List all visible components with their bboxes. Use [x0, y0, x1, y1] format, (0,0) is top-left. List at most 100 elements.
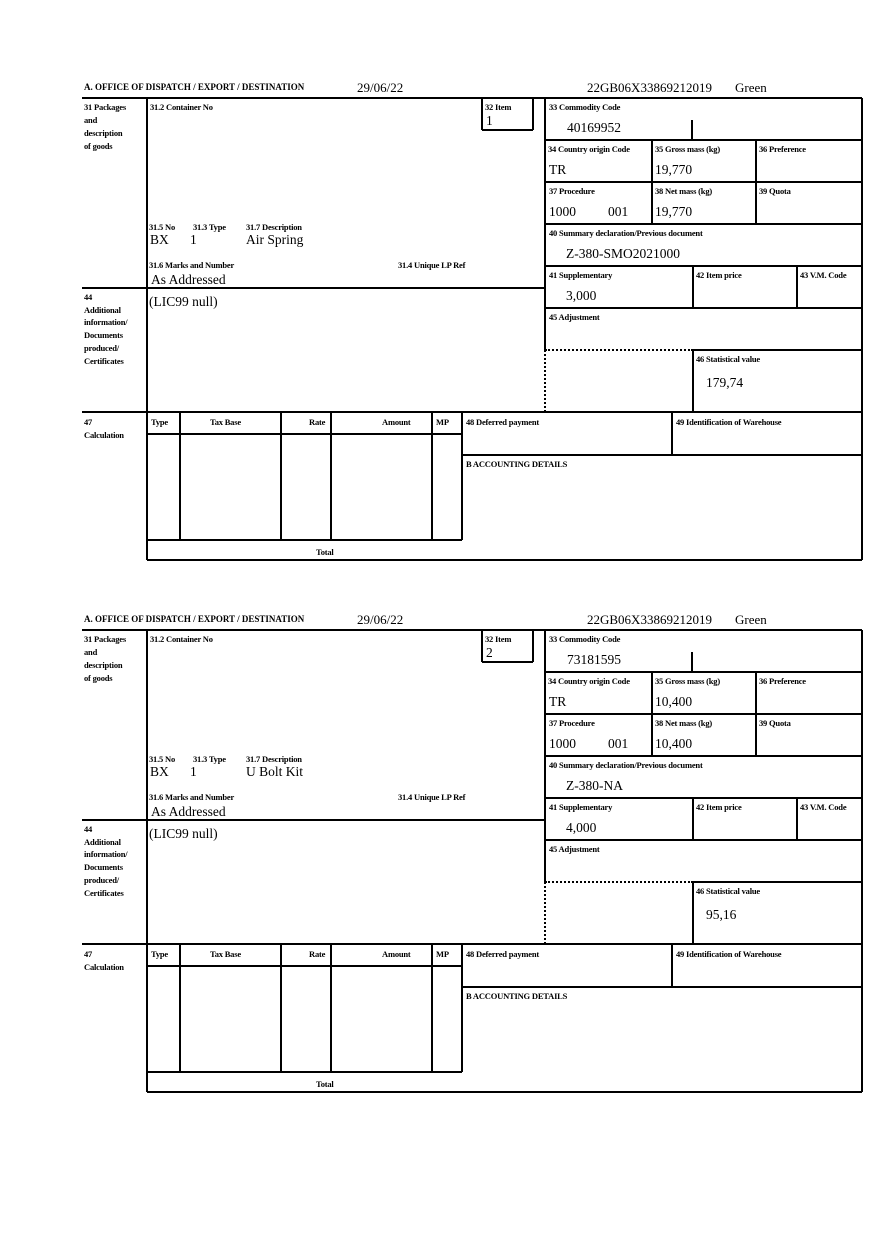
- form-rule: [651, 672, 653, 756]
- gross-mass: 10,400: [655, 694, 693, 709]
- form-rule: [861, 944, 863, 1092]
- calc-header-mp: MP: [436, 949, 449, 959]
- form-rule: [431, 412, 433, 540]
- form-rule: [861, 412, 863, 560]
- calculation-label: 47: [84, 949, 93, 959]
- additional-info-label: Certificates: [84, 356, 124, 366]
- additional-info-label: 44: [84, 292, 93, 302]
- deferred-payment-label: 48 Deferred payment: [466, 417, 539, 427]
- form-rule: [431, 944, 433, 1072]
- total-label: Total: [316, 547, 334, 557]
- form-rule: [545, 181, 862, 183]
- form-rule: [861, 630, 863, 944]
- declaration-item-form: A. OFFICE OF DISPATCH / EXPORT / DESTINA…: [0, 0, 882, 570]
- form-rule: [146, 98, 148, 560]
- packages-label: description: [84, 660, 123, 670]
- packages-label: 31 Packages: [84, 102, 126, 112]
- form-rule: [692, 882, 694, 944]
- accounting-details-label: B ACCOUNTING DETAILS: [466, 991, 568, 1001]
- form-rule: [796, 266, 798, 308]
- calc-header-type: Type: [151, 417, 168, 427]
- calc-header-amount: Amount: [382, 949, 411, 959]
- item-price-label: 42 Item price: [696, 270, 742, 280]
- summary-declaration-label: 40 Summary declaration/Previous document: [549, 228, 703, 238]
- summary-declaration: Z-380-NA: [566, 778, 623, 793]
- packages-label: and: [84, 115, 98, 125]
- statistical-value: 95,16: [706, 907, 737, 922]
- form-rule: [545, 265, 862, 267]
- route: Green: [735, 612, 767, 627]
- form-rule: [545, 307, 862, 309]
- form-rule: [147, 1091, 862, 1093]
- marks-label: 31.6 Marks and Number: [149, 792, 235, 802]
- form-rule: [330, 412, 332, 540]
- procedure-code: 1000: [549, 736, 576, 751]
- preference-label: 36 Preference: [759, 144, 806, 154]
- additional-info-label: information/: [84, 849, 128, 859]
- net-mass: 10,400: [655, 736, 693, 751]
- form-rule: [82, 97, 862, 99]
- goods-description: Air Spring: [246, 232, 304, 247]
- form-rule: [545, 839, 862, 841]
- additional-info-label: Additional: [84, 837, 121, 847]
- form-rule: [691, 120, 693, 140]
- description-label: 31.7 Description: [246, 222, 302, 232]
- form-rule: [280, 944, 282, 1072]
- statistical-value-label: 46 Statistical value: [696, 886, 760, 896]
- form-rule: [545, 797, 862, 799]
- packages-label: description: [84, 128, 123, 138]
- additional-info-label: Documents: [84, 862, 123, 872]
- type-label: 31.3 Type: [193, 222, 226, 232]
- form-rule: [482, 129, 533, 131]
- form-rule: [671, 944, 673, 987]
- statistical-value-label: 46 Statistical value: [696, 354, 760, 364]
- supplementary: 4,000: [566, 820, 597, 835]
- additional-info-label: Documents: [84, 330, 123, 340]
- unique-lp-label: 31.4 Unique LP Ref: [398, 260, 466, 270]
- vm-code-label: 43 V.M. Code: [800, 802, 847, 812]
- procedure-code: 1000: [549, 204, 576, 219]
- additional-info-label: produced/: [84, 875, 119, 885]
- dotted-divider: [545, 349, 693, 351]
- adjustment-label: 45 Adjustment: [549, 312, 600, 322]
- container-no-label: 31.2 Container No: [150, 634, 213, 644]
- calculation-label: 47: [84, 417, 93, 427]
- net-mass-label: 38 Net mass (kg): [655, 718, 713, 728]
- additional-info-label: Additional: [84, 305, 121, 315]
- form-rule: [82, 943, 862, 945]
- packages-label: of goods: [84, 141, 113, 151]
- declaration-item-form: A. OFFICE OF DISPATCH / EXPORT / DESTINA…: [0, 532, 882, 1102]
- form-rule: [147, 433, 462, 435]
- form-rule: [755, 140, 757, 224]
- adjustment-label: 45 Adjustment: [549, 844, 600, 854]
- packages-label: of goods: [84, 673, 113, 683]
- route: Green: [735, 80, 767, 95]
- form-rule: [462, 454, 862, 456]
- form-rule: [179, 412, 181, 540]
- country-origin: TR: [549, 162, 567, 177]
- form-rule: [147, 1071, 462, 1073]
- commodity-code-label: 33 Commodity Code: [549, 634, 621, 644]
- form-rule: [692, 798, 694, 840]
- additional-info-value: (LIC99 null): [149, 294, 218, 309]
- calc-header-rate: Rate: [309, 949, 326, 959]
- form-rule: [545, 139, 862, 141]
- supplementary-label: 41 Supplementary: [549, 270, 613, 280]
- net-mass: 19,770: [655, 204, 693, 219]
- deferred-payment-label: 48 Deferred payment: [466, 949, 539, 959]
- form-rule: [146, 630, 148, 1092]
- calc-header-mp: MP: [436, 417, 449, 427]
- country-origin: TR: [549, 694, 567, 709]
- form-rule: [532, 630, 534, 662]
- procedure-additional: 001: [608, 204, 629, 219]
- dotted-divider: [544, 882, 546, 944]
- form-rule: [532, 98, 534, 130]
- form-rule: [693, 881, 862, 883]
- item-number: 1: [486, 113, 493, 128]
- dotted-divider: [544, 350, 546, 412]
- form-rule: [461, 412, 463, 540]
- description-label: 31.7 Description: [246, 754, 302, 764]
- form-rule: [481, 98, 483, 130]
- form-rule: [545, 223, 862, 225]
- item-number: 2: [486, 645, 493, 660]
